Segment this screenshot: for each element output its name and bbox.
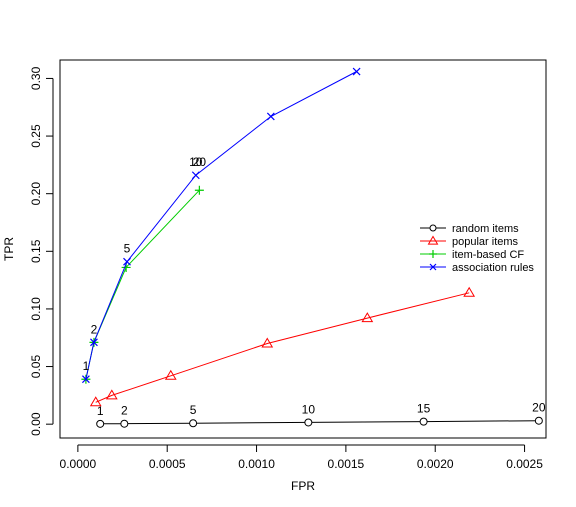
x-marker: [90, 338, 98, 347]
triangle-marker: [261, 337, 274, 348]
y-tick-label: 0.10: [29, 297, 43, 321]
series-0: 1 2 5 10 15 20: [96, 401, 546, 428]
series-2: [81, 185, 204, 384]
point-annotation: 10: [189, 155, 203, 169]
x-tick-label: 0.0025: [506, 457, 543, 471]
y-tick-label: 0.25: [29, 124, 43, 148]
x-tick-label: 0.0010: [238, 457, 275, 471]
legend-label: random items: [452, 223, 519, 235]
y-tick-label: 0.20: [29, 182, 43, 206]
x-tick-label: 0.0015: [328, 457, 365, 471]
triangle-marker: [89, 396, 102, 407]
series-3: [81, 67, 361, 384]
x-tick-label: 0.0020: [417, 457, 454, 471]
circle-marker: [96, 419, 105, 428]
triangle-marker: [105, 389, 118, 400]
series-line: [100, 420, 539, 425]
x-marker: [352, 67, 361, 76]
x-marker: [81, 375, 90, 384]
point-label: 5: [190, 403, 197, 417]
x-axis-label: FPR: [291, 479, 315, 493]
y-axis-label: TPR: [2, 237, 16, 261]
y-tick-label: 0.30: [29, 66, 43, 90]
series-line: [95, 292, 470, 403]
x-tick-label: 0.0000: [60, 457, 97, 471]
circle-marker: [120, 419, 129, 428]
series-line: [85, 189, 200, 380]
legend-item: item-based CF: [420, 249, 524, 261]
point-label: 15: [417, 402, 431, 416]
series-1: [89, 286, 476, 407]
plus-marker: [429, 250, 437, 258]
point-annotation: 20: [193, 155, 207, 169]
point-label: 10: [302, 402, 316, 416]
legend-label: popular items: [452, 236, 519, 248]
circle-marker: [189, 419, 198, 428]
legend-item: popular items: [420, 235, 519, 248]
legend-item: association rules: [420, 262, 534, 274]
plot-frame: [59, 59, 547, 439]
series-layer: 1 2 5 10 15 20: [81, 67, 546, 428]
series-line: [85, 71, 357, 380]
plus-marker: [194, 185, 204, 195]
point-annotation: 2: [91, 322, 98, 336]
x-tick-label: 0.0005: [149, 457, 186, 471]
circle-marker: [534, 416, 543, 425]
triangle-marker: [361, 312, 374, 323]
circle-marker: [429, 224, 437, 232]
point-label: 2: [121, 404, 128, 418]
point-annotation: 1: [83, 359, 90, 373]
point-label: 1: [97, 404, 104, 418]
legend-item: random items: [420, 223, 519, 235]
legend-label: association rules: [452, 262, 534, 274]
x-marker: [266, 112, 275, 121]
x-marker: [191, 171, 200, 180]
triangle-marker: [463, 286, 476, 297]
y-tick-label: 0.00: [29, 412, 43, 436]
legend-label: item-based CF: [452, 249, 524, 261]
circle-marker: [304, 418, 313, 427]
x-marker: [429, 263, 437, 271]
y-tick-label: 0.15: [29, 239, 43, 263]
y-tick-label: 0.05: [29, 355, 43, 379]
point-label: 20: [532, 401, 546, 415]
point-annotation: 5: [124, 242, 131, 256]
x-marker: [123, 257, 131, 266]
circle-marker: [419, 417, 428, 426]
x-axis: 0.0000 0.0005 0.0010 0.0015 0.0020 0.0025: [60, 444, 543, 471]
y-axis: 0.00 0.05 0.10 0.15 0.20 0.25 0.30: [29, 66, 54, 436]
triangle-marker: [427, 235, 439, 245]
triangle-marker: [164, 369, 177, 380]
